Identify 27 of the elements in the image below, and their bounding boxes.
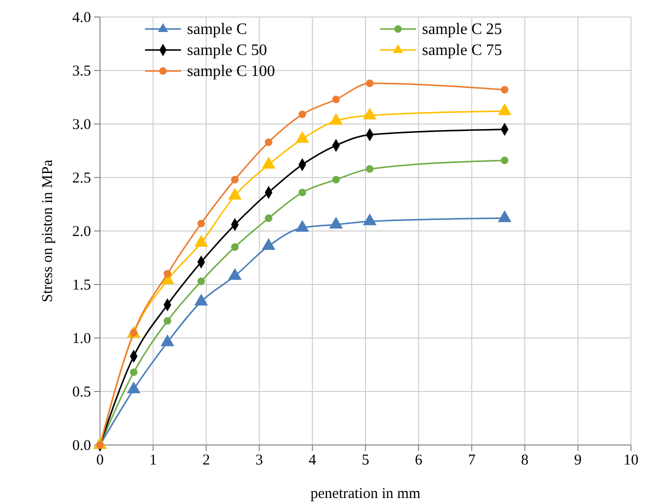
legend-label: sample C 100 xyxy=(187,63,275,80)
x-tick-label: 9 xyxy=(574,452,582,469)
y-tick-label: 3.5 xyxy=(72,63,91,80)
y-tick-label: 2.0 xyxy=(72,224,91,240)
x-tick-label: 8 xyxy=(521,452,529,469)
y-tick-label: 3.0 xyxy=(72,116,91,133)
x-tick-label: 4 xyxy=(308,452,317,469)
x-tick-label: 3 xyxy=(256,452,264,469)
x-tick-label: 5 xyxy=(362,452,370,469)
y-tick-label: 1.5 xyxy=(72,277,91,294)
y-tick-label: 1.0 xyxy=(72,330,91,347)
x-tick-label: 6 xyxy=(414,452,423,469)
x-tick-label: 2 xyxy=(202,452,210,469)
x-tick-label: 7 xyxy=(468,452,476,469)
legend-label: sample C 75 xyxy=(422,42,502,59)
x-axis-title: penetration in mm xyxy=(310,486,421,502)
y-axis-title: Stress on piston in MPa xyxy=(40,159,56,302)
legend-label: sample C xyxy=(187,21,247,38)
y-tick-label: 0.0 xyxy=(72,438,91,454)
x-tick-label: 10 xyxy=(624,452,638,469)
x-tick-label: 0 xyxy=(96,452,104,469)
legend-label: sample C 25 xyxy=(422,21,502,38)
x-tick-label: 1 xyxy=(149,452,157,469)
y-tick-label: 0.5 xyxy=(72,384,91,400)
y-tick-label: 4.0 xyxy=(72,10,91,26)
legend-label: sample C 50 xyxy=(187,42,267,59)
y-tick-label: 2.5 xyxy=(72,170,91,186)
